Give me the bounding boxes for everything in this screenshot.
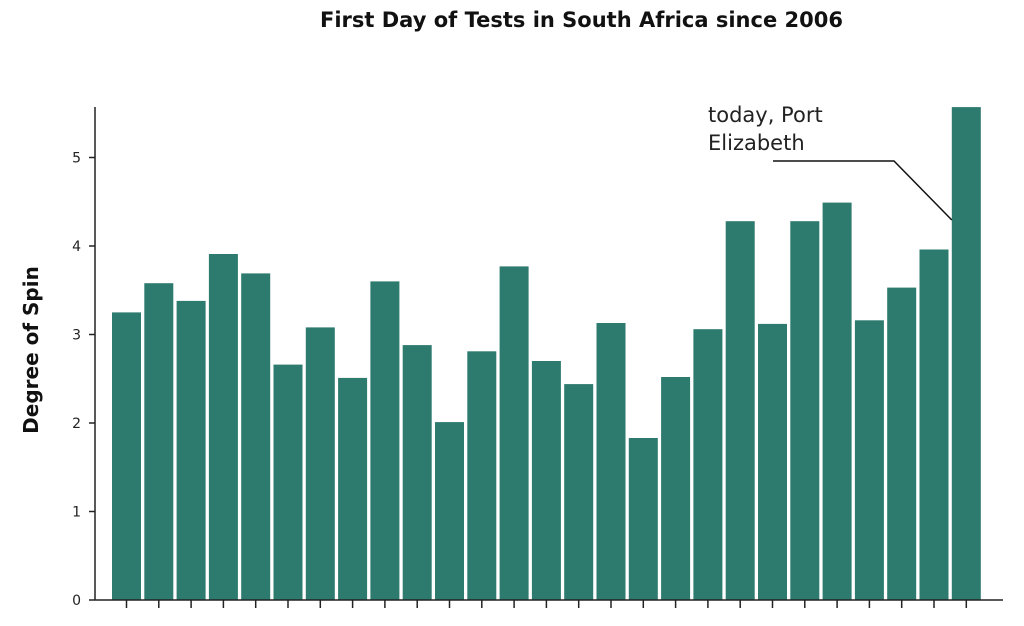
bar-1 [112,312,141,600]
bar-14 [531,361,561,600]
bar-27 [951,107,981,600]
bar-8 [338,377,368,600]
bar-19 [693,329,723,600]
bar-6 [273,364,303,600]
bar-18 [661,377,691,600]
bar-25 [887,287,917,600]
y-tick-label-2: 2 [72,416,81,432]
bar-7 [305,327,335,600]
bar-2 [144,283,174,600]
y-axis-label: Degree of Spin [19,266,43,434]
bar-12 [467,351,497,600]
bar-24 [854,320,884,600]
y-tick-label-3: 3 [72,328,81,344]
bar-13 [499,266,529,600]
annotation-group: today, Port Elizabeth [708,103,953,221]
bar-17 [628,438,658,600]
bar-10 [402,345,432,600]
annotation-leader-line [773,160,953,221]
bar-15 [564,384,594,600]
y-tick-label-4: 4 [72,239,81,255]
bar-5 [241,273,271,600]
axes-group: 0 1 2 3 4 5 [72,107,1003,609]
bar-21 [758,323,787,600]
annotation-text-line-2: Elizabeth [708,131,805,155]
bar-23 [822,202,852,600]
bar-4 [208,254,238,600]
bar-11 [435,422,464,600]
annotation-text-line-1: today, Port [708,103,823,127]
bar-9 [370,281,400,600]
chart-title: First Day of Tests in South Africa since… [320,8,843,32]
bar-22 [790,221,820,600]
y-tick-label-1: 1 [72,505,81,521]
bar-26 [919,249,949,600]
bar-3 [176,300,206,600]
y-tick-label-5: 5 [72,151,81,167]
bar-20 [725,221,755,600]
bars-group [112,107,981,600]
bar-16 [596,323,626,600]
y-tick-label-0: 0 [72,593,81,609]
